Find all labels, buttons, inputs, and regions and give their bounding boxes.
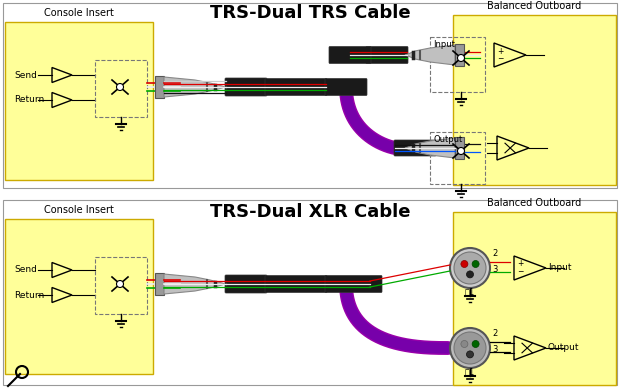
Text: Input: Input <box>433 40 455 49</box>
FancyBboxPatch shape <box>366 46 408 64</box>
FancyBboxPatch shape <box>5 219 153 374</box>
Text: Return: Return <box>14 291 44 300</box>
Circle shape <box>454 252 486 284</box>
Text: ⌒1: ⌒1 <box>465 367 476 376</box>
Circle shape <box>461 340 468 347</box>
FancyBboxPatch shape <box>155 76 164 98</box>
Circle shape <box>472 340 479 347</box>
FancyBboxPatch shape <box>325 78 367 96</box>
Text: Console Insert: Console Insert <box>44 205 114 215</box>
FancyBboxPatch shape <box>5 22 153 180</box>
Circle shape <box>454 332 486 364</box>
Text: +: + <box>497 46 503 55</box>
Text: Output: Output <box>433 135 463 144</box>
Circle shape <box>450 248 490 288</box>
Text: Send: Send <box>14 71 37 80</box>
Circle shape <box>458 55 464 62</box>
Polygon shape <box>405 45 455 65</box>
Text: Input: Input <box>548 264 572 273</box>
Text: 3: 3 <box>492 346 497 355</box>
Text: Output: Output <box>548 344 580 353</box>
Circle shape <box>117 83 123 90</box>
FancyBboxPatch shape <box>325 275 382 292</box>
Circle shape <box>117 280 123 287</box>
Text: Return: Return <box>14 96 44 105</box>
FancyBboxPatch shape <box>3 200 617 385</box>
FancyBboxPatch shape <box>453 15 616 185</box>
Text: +: + <box>517 259 523 268</box>
Circle shape <box>472 261 479 268</box>
Text: TRS-Dual XLR Cable: TRS-Dual XLR Cable <box>210 203 410 221</box>
Text: Send: Send <box>14 266 37 275</box>
FancyBboxPatch shape <box>225 78 267 96</box>
Circle shape <box>458 147 464 154</box>
Text: Balanced Outboard: Balanced Outboard <box>487 198 582 208</box>
Polygon shape <box>164 77 225 97</box>
FancyBboxPatch shape <box>225 275 267 293</box>
Circle shape <box>450 328 490 368</box>
Polygon shape <box>405 138 455 158</box>
Text: Console Insert: Console Insert <box>44 8 114 18</box>
FancyBboxPatch shape <box>155 273 164 295</box>
Circle shape <box>466 271 474 278</box>
FancyBboxPatch shape <box>3 3 617 188</box>
Text: −: − <box>497 55 503 64</box>
Text: Balanced Outboard: Balanced Outboard <box>487 1 582 11</box>
FancyBboxPatch shape <box>265 275 327 292</box>
Text: TRS-Dual TRS Cable: TRS-Dual TRS Cable <box>210 4 410 22</box>
FancyBboxPatch shape <box>329 46 371 64</box>
Text: 2: 2 <box>492 250 497 259</box>
FancyBboxPatch shape <box>453 212 616 385</box>
FancyBboxPatch shape <box>455 44 464 66</box>
Circle shape <box>461 261 468 268</box>
FancyBboxPatch shape <box>265 78 327 96</box>
FancyBboxPatch shape <box>394 140 436 156</box>
Text: ⌒1: ⌒1 <box>465 287 476 296</box>
FancyBboxPatch shape <box>455 137 464 159</box>
Circle shape <box>466 351 474 358</box>
Text: 2: 2 <box>492 330 497 339</box>
Text: 3: 3 <box>492 266 497 275</box>
Text: −: − <box>517 268 523 277</box>
Polygon shape <box>164 274 225 294</box>
